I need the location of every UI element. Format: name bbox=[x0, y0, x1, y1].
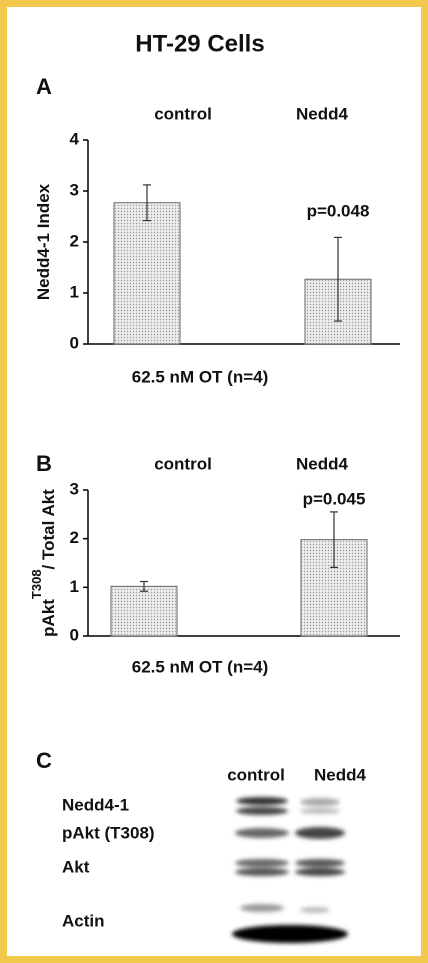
panel-label: B bbox=[36, 451, 52, 476]
y-tick-label: 0 bbox=[70, 333, 79, 352]
y-axis-label-part: pAkt bbox=[39, 599, 58, 637]
y-tick-label: 3 bbox=[70, 479, 79, 498]
annotation: p=0.045 bbox=[303, 489, 366, 508]
y-axis-label-part: Nedd4-1 Index bbox=[34, 183, 53, 300]
row-label: Actin bbox=[62, 911, 105, 930]
panel-label: C bbox=[36, 748, 52, 773]
y-tick-label: 4 bbox=[70, 129, 80, 148]
x-axis-label: 62.5 nM OT (n=4) bbox=[132, 657, 269, 676]
figure-title: HT-29 Cells bbox=[135, 30, 264, 57]
x-axis-label: 62.5 nM OT (n=4) bbox=[132, 367, 269, 386]
category-label: Nedd4 bbox=[296, 104, 349, 123]
bar bbox=[114, 203, 180, 344]
y-tick-label: 1 bbox=[70, 282, 79, 301]
category-label: control bbox=[154, 454, 212, 473]
category-label: control bbox=[154, 104, 212, 123]
y-tick-label: 1 bbox=[70, 577, 79, 596]
lane-label: Nedd4 bbox=[314, 765, 367, 784]
y-tick-label: 2 bbox=[70, 528, 79, 547]
y-tick-label: 0 bbox=[70, 625, 79, 644]
bar bbox=[111, 586, 177, 636]
y-axis-label-part: / Total Akt bbox=[39, 489, 58, 570]
panel-label: A bbox=[36, 74, 52, 99]
category-label: Nedd4 bbox=[296, 454, 349, 473]
y-tick-label: 2 bbox=[70, 231, 79, 250]
y-axis-label-part: T308 bbox=[29, 569, 44, 599]
lane-label: control bbox=[227, 765, 285, 784]
row-label: Nedd4-1 bbox=[62, 795, 129, 814]
figure: HT-29 Cells C control Nedd4 Nedd4-1 pAkt… bbox=[0, 0, 428, 963]
annotation: p=0.048 bbox=[307, 201, 370, 220]
row-label: pAkt (T308) bbox=[62, 823, 155, 842]
y-tick-label: 3 bbox=[70, 180, 79, 199]
row-label: Akt bbox=[62, 857, 90, 876]
y-axis-label: Nedd4-1 Index bbox=[34, 183, 53, 300]
